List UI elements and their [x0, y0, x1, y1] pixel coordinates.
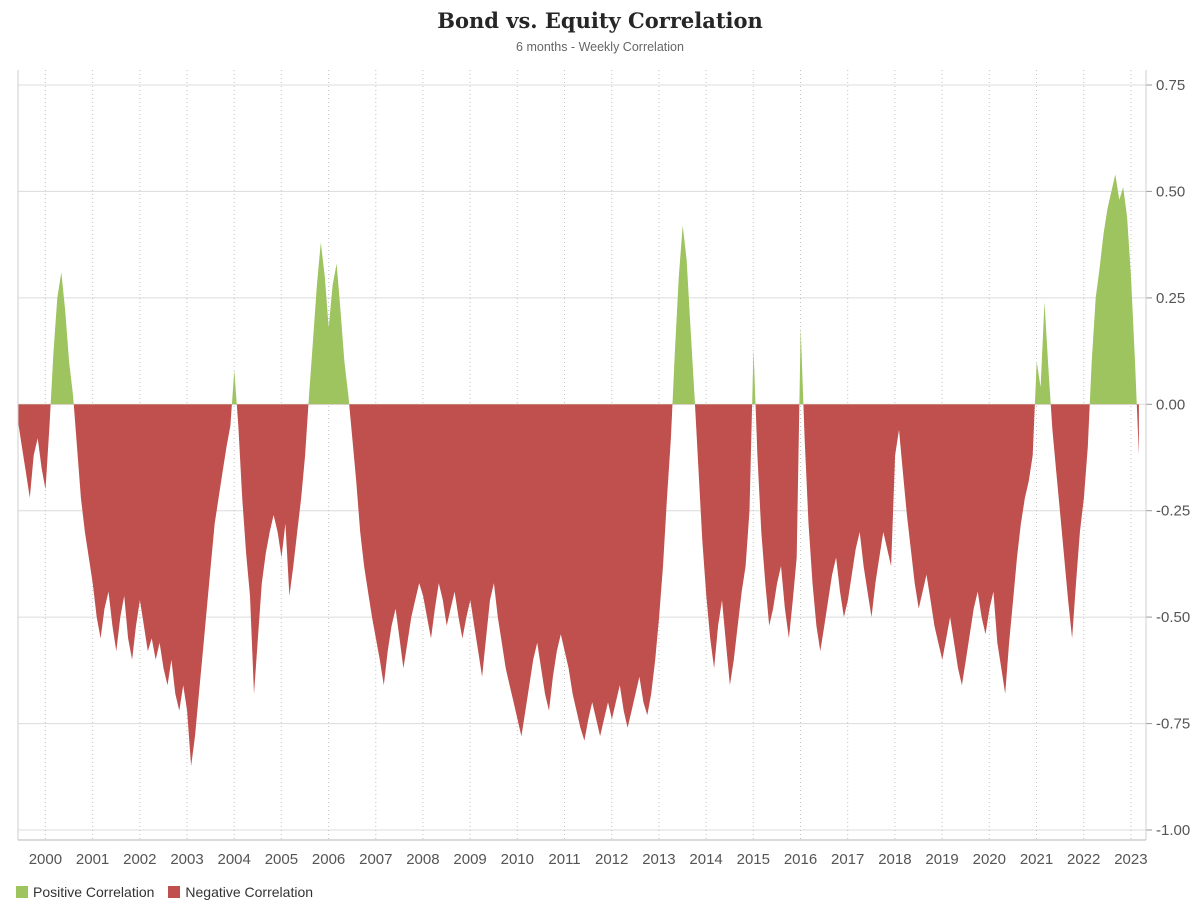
chart-legend: Positive Correlation Negative Correlatio… [16, 884, 313, 900]
x-tick-label: 2013 [642, 851, 675, 868]
x-tick-label: 2005 [265, 851, 298, 868]
x-tick-label: 2018 [878, 851, 911, 868]
x-tick-label: 2015 [737, 851, 770, 868]
x-tick-label: 2007 [359, 851, 392, 868]
y-tick-label: 0.25 [1156, 290, 1185, 307]
legend-label-positive: Positive Correlation [33, 884, 155, 900]
x-tick-label: 2020 [973, 851, 1006, 868]
x-tick-label: 2000 [29, 851, 62, 868]
x-tick-label: 2008 [406, 851, 439, 868]
chart-subtitle: 6 months - Weekly Correlation [516, 40, 684, 54]
x-tick-label: 2023 [1114, 851, 1147, 868]
x-tick-label: 2022 [1067, 851, 1100, 868]
x-tick-label: 2002 [123, 851, 156, 868]
area-positive [50, 174, 1137, 405]
x-tick-label: 2016 [784, 851, 817, 868]
x-tick-label: 2006 [312, 851, 345, 868]
x-tick-label: 2012 [595, 851, 628, 868]
legend-label-negative: Negative Correlation [185, 884, 314, 900]
legend-item-positive: Positive Correlation [16, 884, 154, 900]
x-tick-label: 2014 [689, 851, 722, 868]
x-tick-label: 2017 [831, 851, 864, 868]
x-tick-label: 2009 [453, 851, 486, 868]
y-tick-label: -0.50 [1156, 609, 1190, 626]
x-tick-label: 2011 [548, 851, 580, 868]
negative-swatch [168, 886, 181, 898]
y-tick-label: 0.50 [1156, 183, 1185, 200]
x-tick-label: 2004 [218, 851, 251, 868]
x-tick-label: 2021 [1020, 851, 1053, 868]
chart-title: Bond vs. Equity Correlation [437, 8, 763, 33]
x-tick-label: 2010 [501, 851, 534, 868]
legend-item-negative: Negative Correlation [168, 884, 313, 900]
y-tick-label: -0.75 [1156, 716, 1190, 733]
positive-swatch [16, 886, 28, 898]
y-tick-label: -1.00 [1156, 822, 1190, 839]
x-tick-label: 2003 [170, 851, 203, 868]
correlation-area-chart: 0.75 0.50 0.25 0.00 -0.25 -0.50 -0.75 -1.00 2000… [17, 70, 1190, 868]
y-tick-label: -0.25 [1156, 503, 1190, 520]
y-tick-label: 0.75 [1156, 77, 1185, 94]
area-negative [18, 404, 1139, 767]
y-tick-label: 0.00 [1156, 396, 1185, 413]
x-tick-label: 2001 [76, 851, 109, 868]
x-tick-label: 2019 [925, 851, 958, 868]
